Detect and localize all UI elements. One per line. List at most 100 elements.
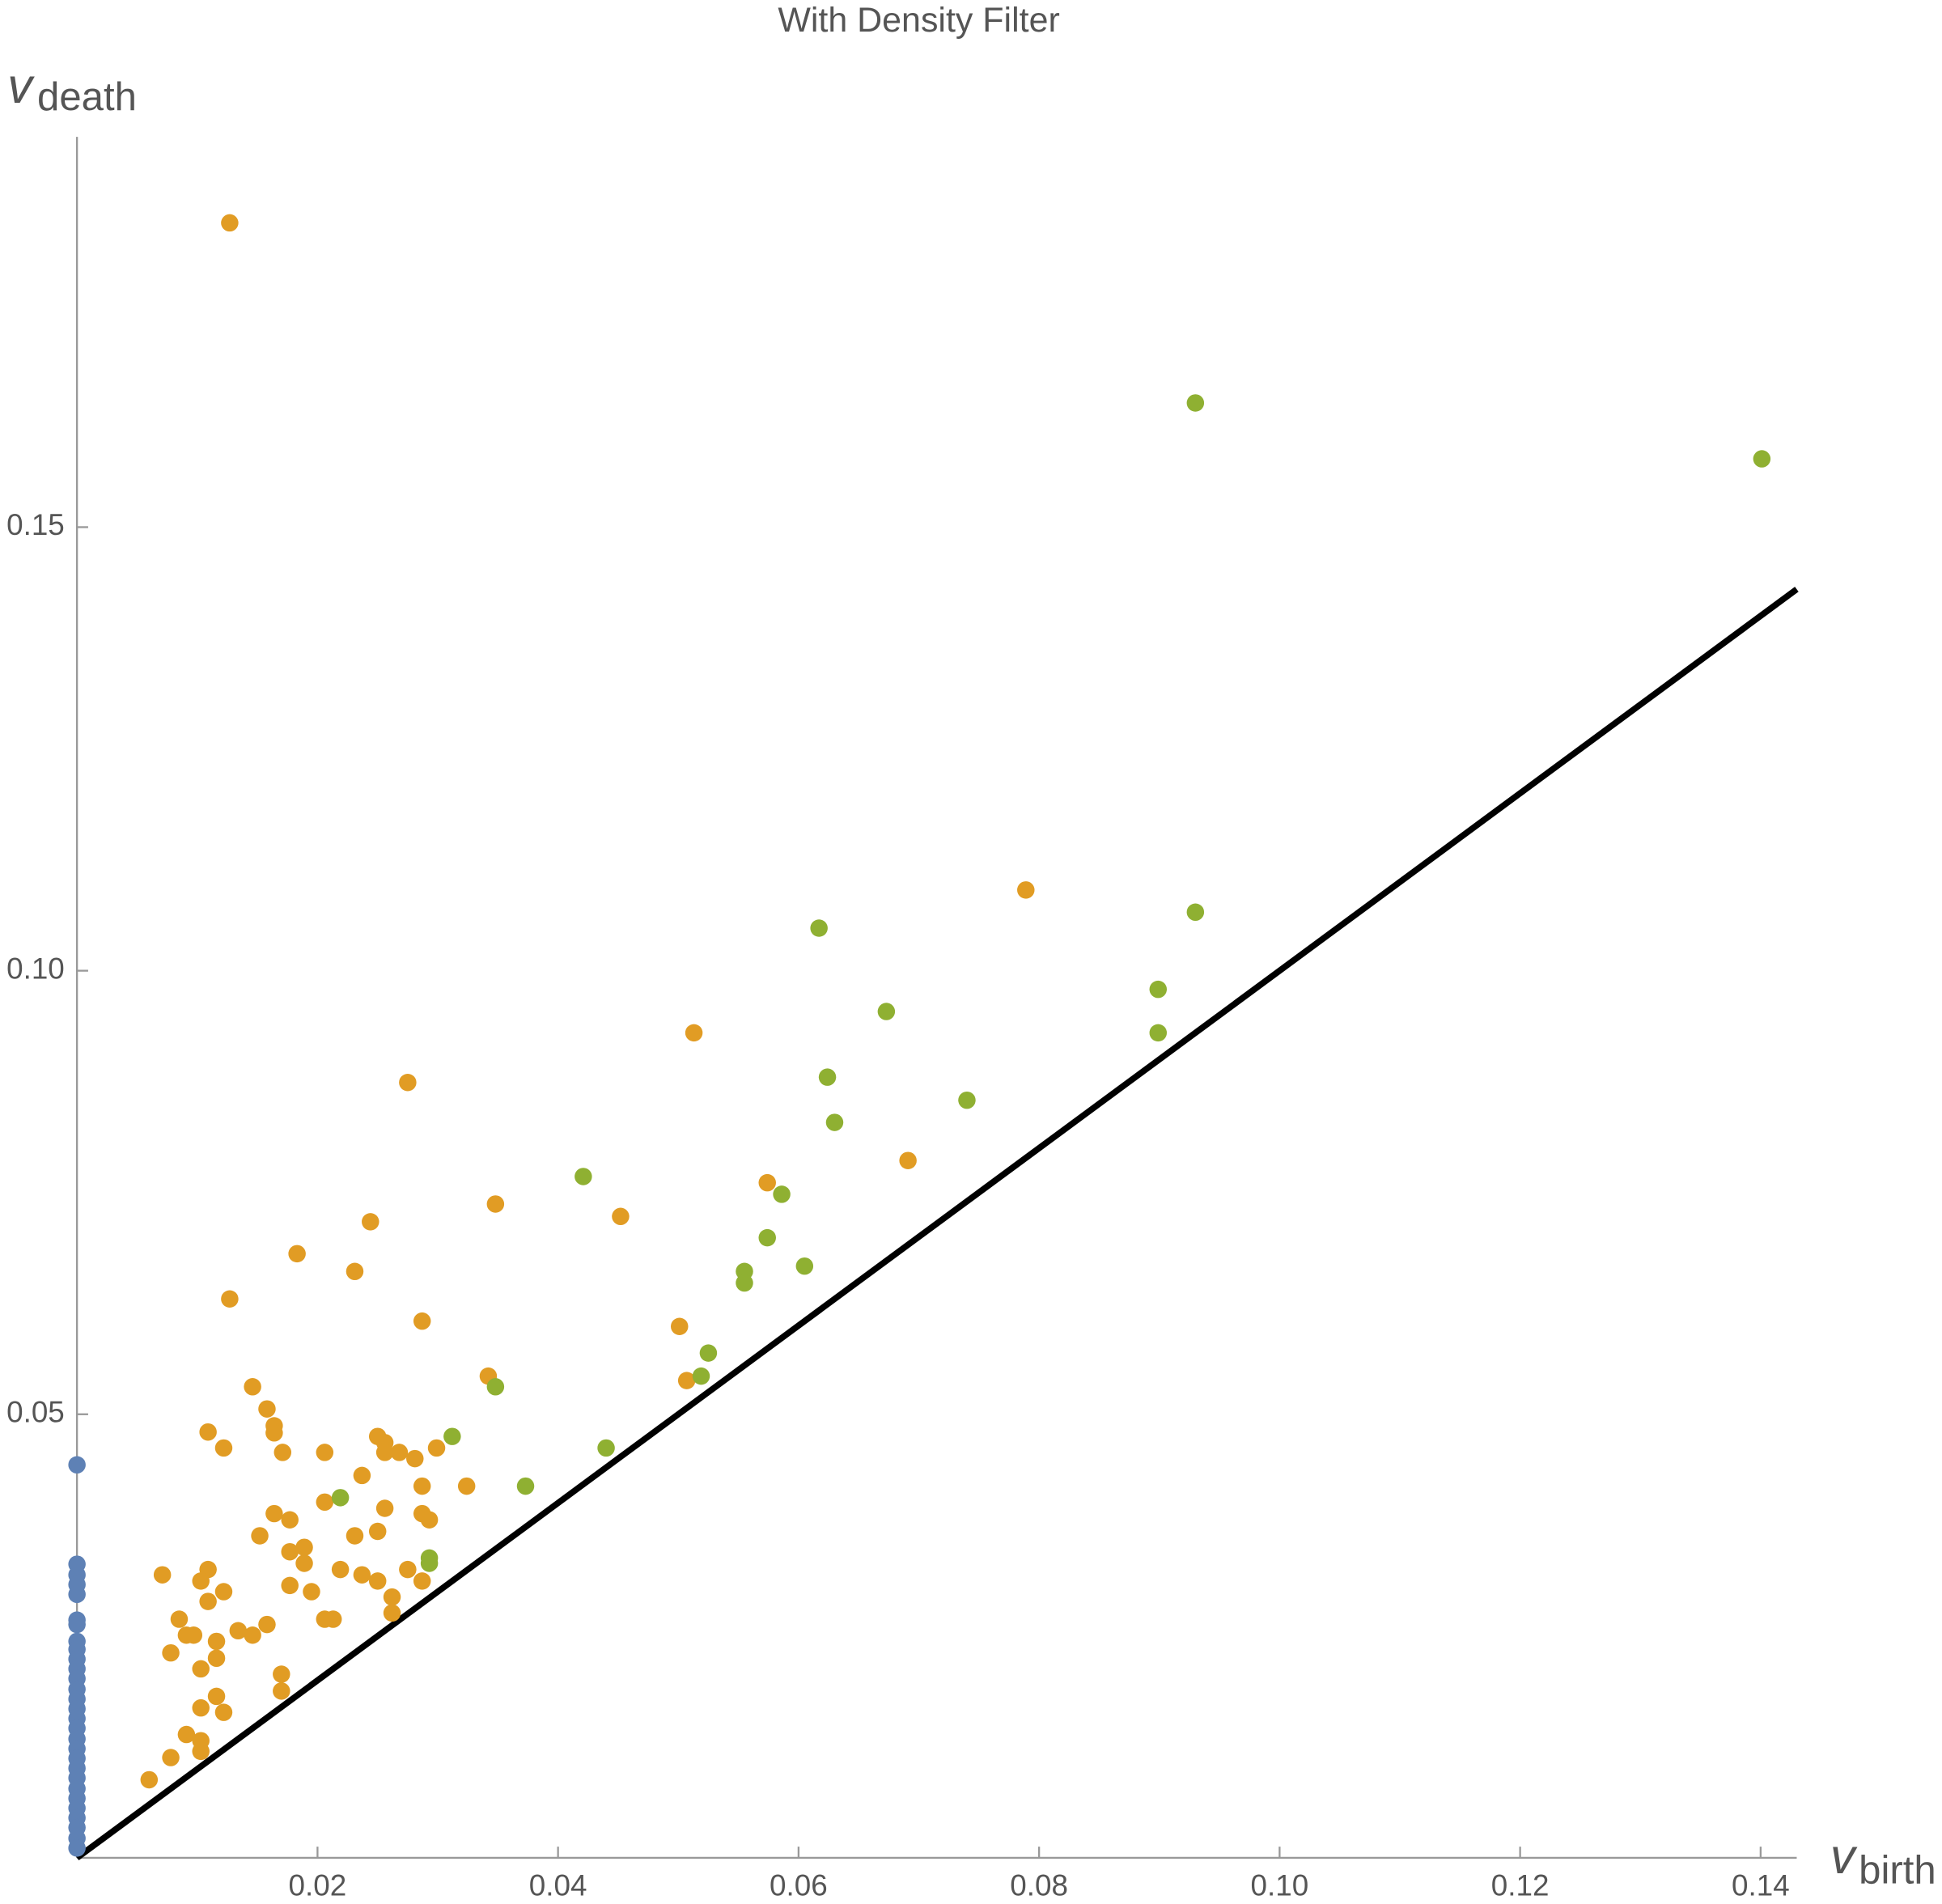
point	[68, 1585, 86, 1604]
point	[353, 1466, 371, 1485]
point	[420, 1511, 439, 1529]
x-tick-label: 0.02	[289, 1868, 347, 1902]
point	[316, 1444, 334, 1461]
point	[273, 1665, 290, 1683]
point	[221, 1290, 239, 1308]
point	[68, 1456, 86, 1474]
y-tick-label: 0.15	[6, 508, 65, 541]
point	[1186, 903, 1205, 922]
point	[685, 1024, 703, 1042]
point	[214, 1703, 233, 1721]
point	[273, 1444, 292, 1461]
point	[177, 1725, 196, 1744]
point	[383, 1604, 401, 1622]
point	[221, 214, 239, 232]
y-axis-label-sub: death	[37, 75, 137, 119]
point	[331, 1560, 350, 1579]
point	[258, 1615, 276, 1634]
point	[368, 1522, 387, 1541]
point	[773, 1185, 791, 1203]
point	[390, 1444, 409, 1461]
y-axis-label: v	[7, 58, 35, 114]
point	[420, 1554, 439, 1572]
point	[295, 1554, 313, 1572]
point	[244, 1378, 261, 1396]
point	[331, 1489, 350, 1507]
point	[170, 1610, 189, 1628]
point	[281, 1511, 299, 1529]
point	[140, 1770, 159, 1789]
point	[68, 1839, 86, 1857]
point	[1753, 450, 1771, 468]
point	[516, 1477, 535, 1495]
point	[486, 1378, 505, 1396]
point	[258, 1400, 276, 1418]
point	[214, 1583, 233, 1601]
point	[758, 1173, 776, 1192]
chart-title: With Density Filter	[778, 1, 1059, 40]
point	[353, 1566, 371, 1584]
point	[214, 1439, 233, 1457]
point	[162, 1643, 180, 1662]
point	[413, 1572, 431, 1590]
point	[758, 1228, 776, 1247]
point	[877, 1003, 896, 1020]
point	[346, 1262, 364, 1281]
point	[427, 1439, 446, 1457]
point	[413, 1312, 431, 1330]
point	[810, 919, 828, 937]
point	[68, 1615, 86, 1634]
point	[1149, 1024, 1168, 1042]
point	[192, 1698, 210, 1717]
point	[153, 1566, 172, 1584]
point	[818, 1068, 837, 1086]
point	[303, 1583, 320, 1601]
x-tick-label: 0.04	[529, 1868, 587, 1902]
point	[399, 1074, 417, 1092]
point	[251, 1527, 269, 1545]
point	[281, 1576, 299, 1595]
point	[362, 1213, 379, 1231]
point	[324, 1610, 342, 1628]
point	[375, 1444, 394, 1461]
point	[207, 1649, 226, 1668]
point	[736, 1274, 753, 1292]
point	[346, 1527, 364, 1545]
point	[958, 1091, 976, 1109]
y-tick-label: 0.05	[6, 1395, 65, 1428]
point	[692, 1367, 710, 1385]
point	[229, 1622, 248, 1640]
point	[192, 1660, 210, 1678]
point	[795, 1257, 814, 1275]
point	[316, 1493, 334, 1512]
point	[375, 1499, 394, 1517]
x-tick-label: 0.06	[770, 1868, 828, 1902]
point	[162, 1749, 180, 1766]
point	[244, 1626, 261, 1644]
x-axis-label-sub: birth	[1859, 1848, 1936, 1892]
point	[281, 1542, 299, 1561]
point	[677, 1372, 696, 1389]
y-tick-label: 0.10	[6, 952, 65, 985]
point	[699, 1344, 718, 1362]
point	[192, 1742, 210, 1761]
x-tick-label: 0.12	[1491, 1868, 1550, 1902]
point	[273, 1682, 290, 1700]
x-tick-label: 0.08	[1010, 1868, 1068, 1902]
point	[457, 1477, 476, 1495]
x-tick-label: 0.10	[1251, 1868, 1309, 1902]
diagonal-line	[74, 587, 1799, 1861]
point	[199, 1423, 217, 1441]
point	[368, 1572, 387, 1590]
point	[399, 1560, 417, 1579]
point	[265, 1424, 283, 1442]
point	[192, 1572, 210, 1590]
point	[1149, 980, 1168, 999]
point	[1186, 394, 1205, 412]
point	[597, 1439, 615, 1457]
point	[671, 1317, 689, 1335]
point	[199, 1592, 217, 1610]
point	[383, 1588, 401, 1606]
